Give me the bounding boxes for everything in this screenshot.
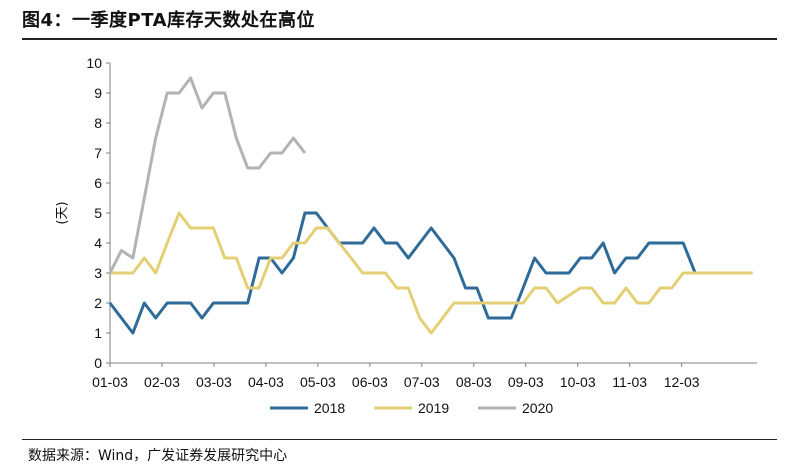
x-tick-label: 01-03	[92, 374, 128, 390]
series-line-2020	[108, 76, 307, 274]
y-tick-label: 8	[94, 115, 102, 131]
x-tick-label: 02-03	[144, 374, 180, 390]
x-tick-label: 12-03	[664, 374, 700, 390]
y-tick-label: 3	[94, 265, 102, 281]
x-tick-label: 08-03	[456, 374, 492, 390]
x-tick-label: 06-03	[352, 374, 388, 390]
y-tick-label: 0	[94, 355, 102, 371]
y-tick-label: 7	[94, 145, 102, 161]
axes: 0 1 2 3 4 5 6 7 8 9 10 01-03 02-03 03-03 04-03 05-03 06-…	[55, 55, 757, 390]
x-tick-label: 09-03	[508, 374, 544, 390]
legend-label-2019: 2019	[418, 400, 449, 416]
source-note: 数据来源：Wind，广发证券发展研究中心	[28, 448, 288, 464]
y-tick-label: 6	[94, 175, 102, 191]
y-axis-label: (天)	[55, 201, 70, 224]
series-layer	[108, 76, 753, 335]
footer-divider	[22, 439, 777, 440]
legend: 2018 2019 2020	[270, 400, 553, 416]
x-tick-label: 05-03	[300, 374, 336, 390]
chart-title: 图4：一季度PTA库存天数处在高位	[22, 10, 316, 31]
y-tick-label: 1	[94, 325, 102, 341]
y-tick-label: 10	[86, 55, 102, 71]
series-line-2019	[110, 211, 753, 335]
x-tick-label: 11-03	[612, 374, 647, 390]
legend-label-2018: 2018	[314, 400, 345, 416]
y-tick-label: 4	[94, 235, 102, 251]
legend-label-2020: 2020	[522, 400, 553, 416]
x-tick-label: 10-03	[560, 374, 596, 390]
x-tick-label: 07-03	[404, 374, 440, 390]
x-tick-label: 04-03	[248, 374, 284, 390]
y-tick-label: 5	[94, 205, 102, 221]
y-tick-label: 2	[94, 295, 102, 311]
y-tick-label: 9	[94, 85, 102, 101]
title-divider	[22, 38, 777, 40]
series-line-2018	[108, 211, 753, 335]
x-tick-label: 03-03	[196, 374, 232, 390]
